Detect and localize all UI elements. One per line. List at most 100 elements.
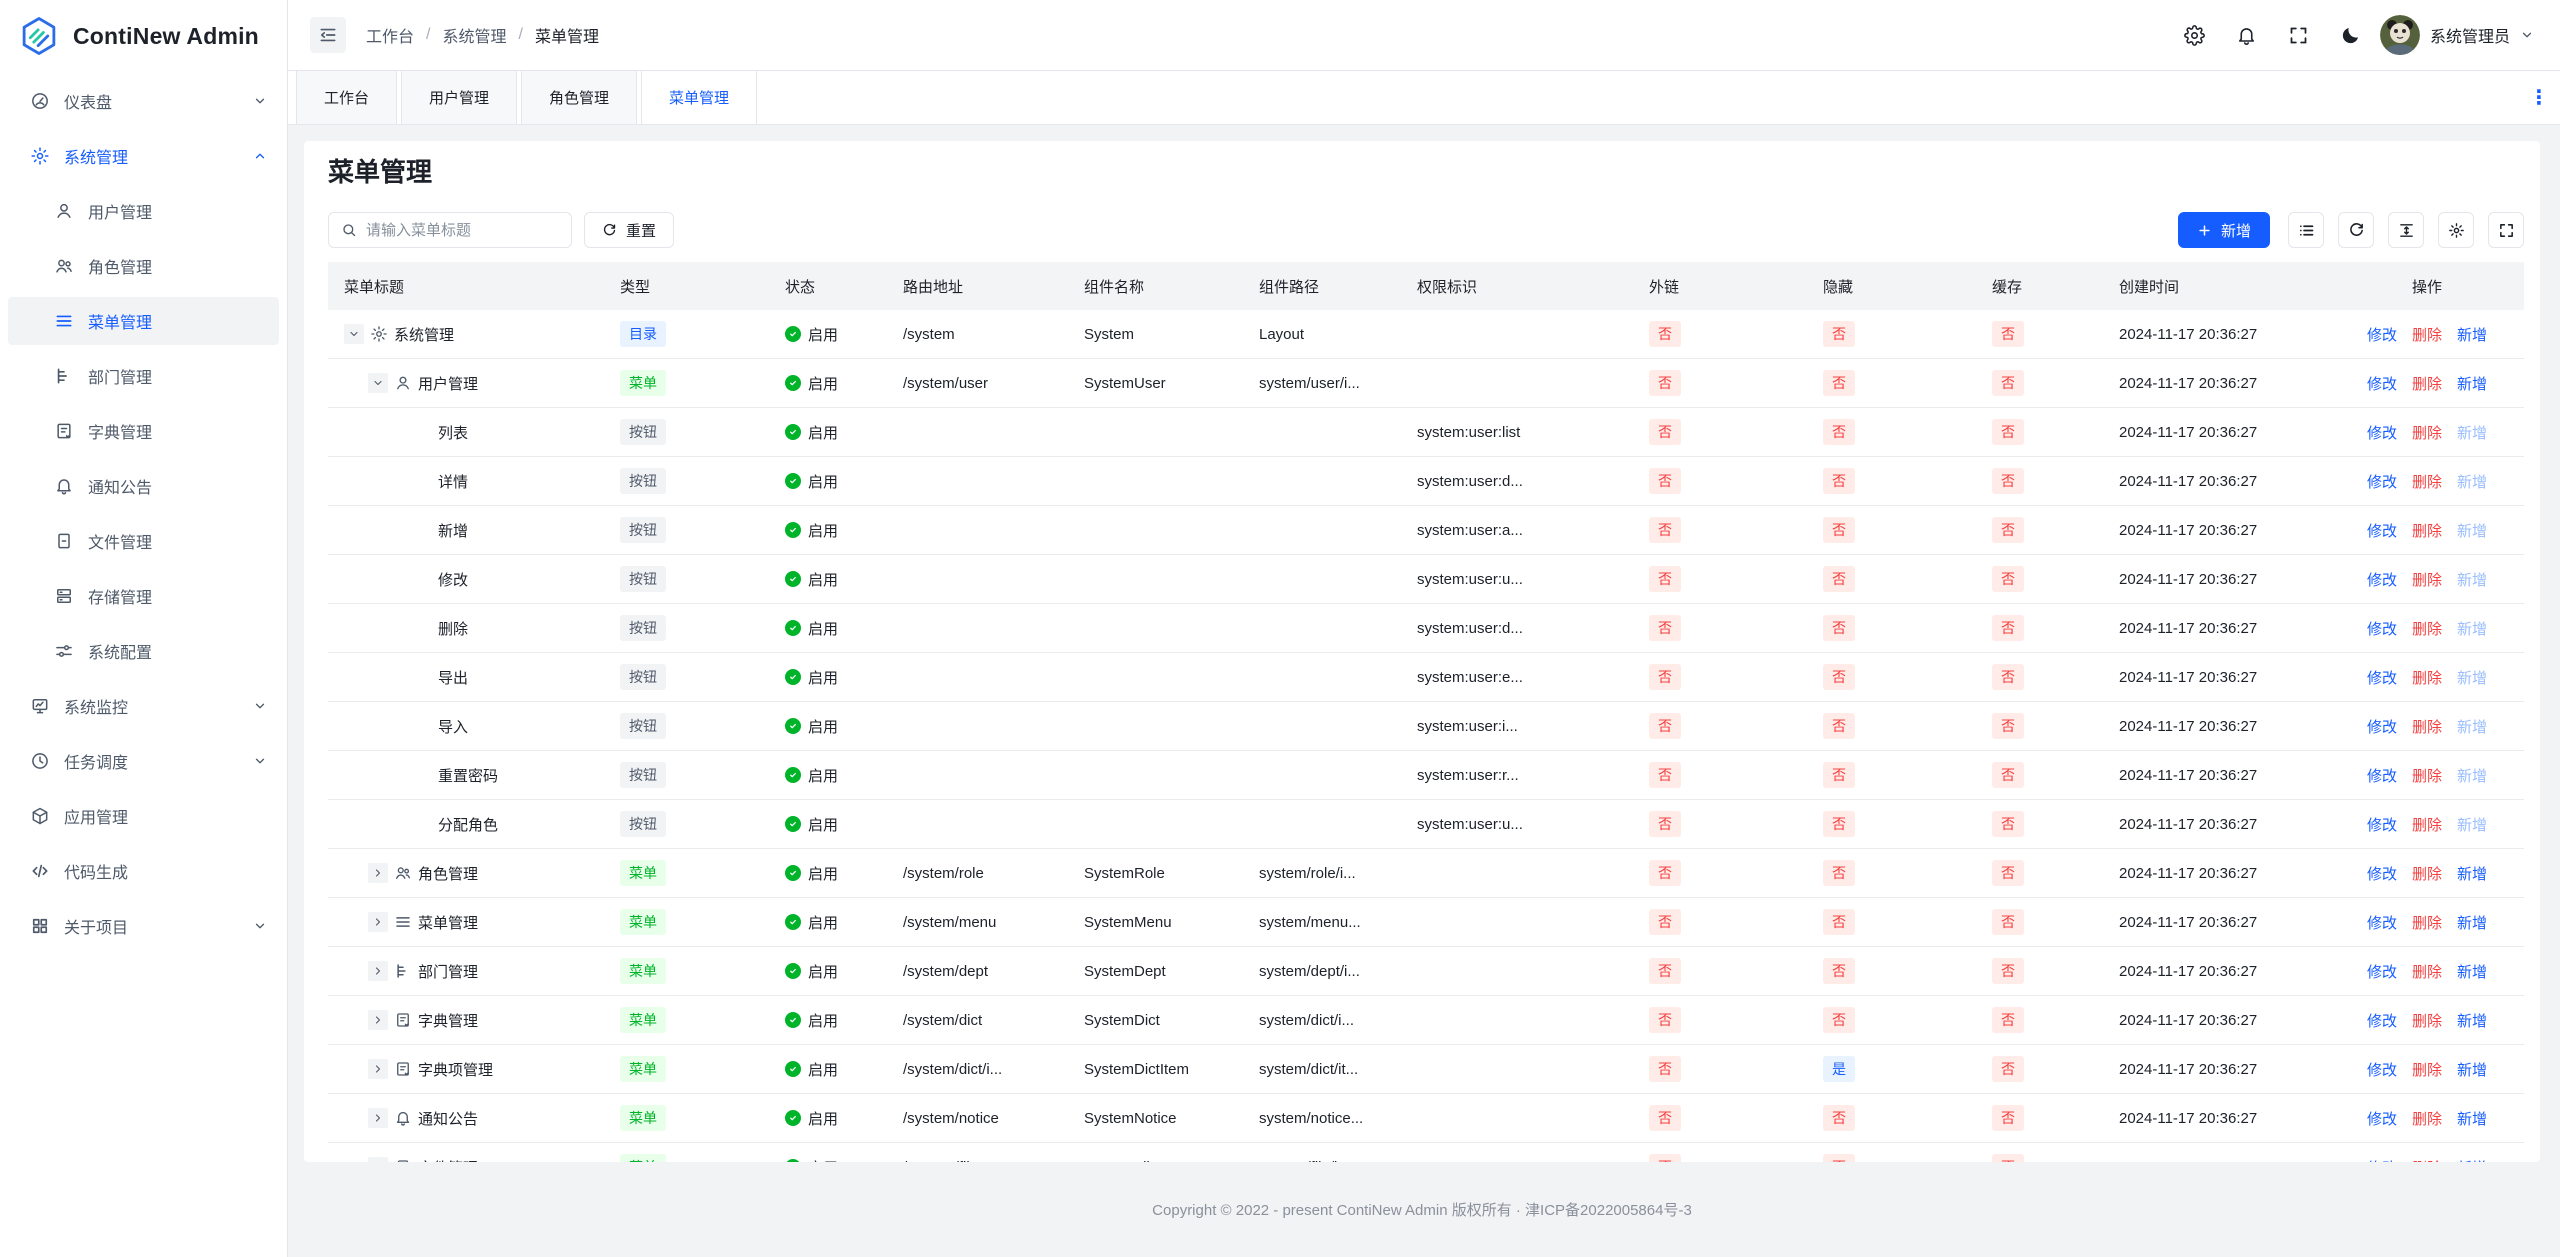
delete-link[interactable]: 删除 [2412,961,2442,982]
delete-link[interactable]: 删除 [2412,520,2442,541]
external-link-badge: 否 [1649,811,1681,837]
sidebar-item-11[interactable]: 系统配置 [8,627,279,675]
sidebar-item-16[interactable]: 关于项目 [8,902,279,950]
edit-link[interactable]: 修改 [2367,471,2397,492]
sidebar-item-7[interactable]: 字典管理 [8,407,279,455]
notification-bell-icon[interactable] [2236,25,2257,46]
tab-more-button[interactable]: ⋮ [2529,87,2549,109]
delete-link[interactable]: 删除 [2412,667,2442,688]
dark-mode-moon-icon[interactable] [2340,25,2361,46]
delete-link[interactable]: 删除 [2412,1157,2442,1163]
created-time-cell: 2024-11-17 20:36:27 [2119,570,2258,588]
edit-link[interactable]: 修改 [2367,1157,2397,1163]
add-link[interactable]: 新增 [2457,863,2487,884]
delete-link[interactable]: 删除 [2412,422,2442,443]
delete-link[interactable]: 删除 [2412,765,2442,786]
edit-link[interactable]: 修改 [2367,1059,2397,1080]
sidebar-item-1[interactable]: 仪表盘 [8,77,279,125]
edit-link[interactable]: 修改 [2367,1108,2397,1129]
tab-4[interactable]: 菜单管理 [641,71,758,124]
row-expand-chevron-down-icon[interactable] [368,373,388,393]
edit-link[interactable]: 修改 [2367,765,2397,786]
sidebar-item-15[interactable]: 代码生成 [8,847,279,895]
add-button[interactable]: 新增 [2177,212,2270,248]
add-link[interactable]: 新增 [2457,373,2487,394]
sidebar-item-14[interactable]: 应用管理 [8,792,279,840]
sidebar-item-12[interactable]: 系统监控 [8,682,279,730]
sidebar-item-9[interactable]: 文件管理 [8,517,279,565]
row-expand-chevron-right-icon[interactable] [368,1010,388,1030]
list-icon-button[interactable] [2288,212,2324,248]
edit-link[interactable]: 修改 [2367,324,2397,345]
delete-link[interactable]: 删除 [2412,471,2442,492]
app-logo[interactable]: ContiNew Admin [0,0,287,72]
add-link[interactable]: 新增 [2457,1157,2487,1163]
add-link[interactable]: 新增 [2457,1108,2487,1129]
reset-button[interactable]: 重置 [584,212,675,248]
delete-link[interactable]: 删除 [2412,618,2442,639]
add-link[interactable]: 新增 [2457,961,2487,982]
sidebar-collapse-button[interactable] [310,17,346,53]
fullscreen-icon-button[interactable] [2488,212,2524,248]
refresh-icon-button[interactable] [2338,212,2374,248]
add-link[interactable]: 新增 [2457,324,2487,345]
user-name[interactable]: 系统管理员 [2429,29,2510,46]
delete-link[interactable]: 删除 [2412,863,2442,884]
breadcrumb-item-1[interactable]: 工作台 [366,29,415,46]
row-expand-chevron-right-icon[interactable] [368,1157,388,1162]
delete-link[interactable]: 删除 [2412,569,2442,590]
tab-1[interactable]: 工作台 [296,71,398,124]
delete-link[interactable]: 删除 [2412,1010,2442,1031]
row-height-icon-button[interactable] [2388,212,2424,248]
sidebar-item-13[interactable]: 任务调度 [8,737,279,785]
reset-button-label: 重置 [626,222,657,240]
sidebar-item-2[interactable]: 系统管理 [8,132,279,180]
tab-3[interactable]: 角色管理 [521,71,638,124]
fullscreen-icon[interactable] [2288,25,2309,46]
delete-link[interactable]: 删除 [2412,912,2442,933]
delete-link[interactable]: 删除 [2412,373,2442,394]
search-input[interactable] [366,221,559,239]
edit-link[interactable]: 修改 [2367,422,2397,443]
edit-link[interactable]: 修改 [2367,520,2397,541]
add-link[interactable]: 新增 [2457,912,2487,933]
row-expand-chevron-right-icon[interactable] [368,1108,388,1128]
edit-link[interactable]: 修改 [2367,814,2397,835]
delete-link[interactable]: 删除 [2412,1108,2442,1129]
sidebar-item-4[interactable]: 角色管理 [8,242,279,290]
row-expand-chevron-right-icon[interactable] [368,961,388,981]
edit-link[interactable]: 修改 [2367,912,2397,933]
sidebar-item-3[interactable]: 用户管理 [8,187,279,235]
delete-link[interactable]: 删除 [2412,324,2442,345]
edit-link[interactable]: 修改 [2367,716,2397,737]
user-menu[interactable]: 系统管理员 [2379,15,2534,55]
edit-link[interactable]: 修改 [2367,667,2397,688]
breadcrumb-item-2[interactable]: 系统管理 [442,29,507,46]
avatar[interactable] [2379,15,2420,55]
add-link[interactable]: 新增 [2457,1059,2487,1080]
menu-title-cell: 列表 [328,422,604,443]
edit-link[interactable]: 修改 [2367,863,2397,884]
edit-link[interactable]: 修改 [2367,569,2397,590]
delete-link[interactable]: 删除 [2412,716,2442,737]
row-expand-chevron-right-icon[interactable] [368,863,388,883]
edit-link[interactable]: 修改 [2367,961,2397,982]
add-link[interactable]: 新增 [2457,1010,2487,1031]
settings-icon-button[interactable] [2438,212,2474,248]
delete-link[interactable]: 删除 [2412,1059,2442,1080]
row-expand-chevron-down-icon[interactable] [344,324,364,344]
status-enabled-icon [785,914,801,930]
sidebar-item-10[interactable]: 存储管理 [8,572,279,620]
edit-link[interactable]: 修改 [2367,373,2397,394]
tab-2[interactable]: 用户管理 [401,71,518,124]
edit-link[interactable]: 修改 [2367,618,2397,639]
storage-icon [54,586,74,606]
sidebar-item-8[interactable]: 通知公告 [8,462,279,510]
row-expand-chevron-right-icon[interactable] [368,912,388,932]
row-expand-chevron-right-icon[interactable] [368,1059,388,1079]
edit-link[interactable]: 修改 [2367,1010,2397,1031]
delete-link[interactable]: 删除 [2412,814,2442,835]
sidebar-item-5[interactable]: 菜单管理 [8,297,279,345]
settings-icon[interactable] [2184,24,2205,46]
sidebar-item-6[interactable]: 部门管理 [8,352,279,400]
